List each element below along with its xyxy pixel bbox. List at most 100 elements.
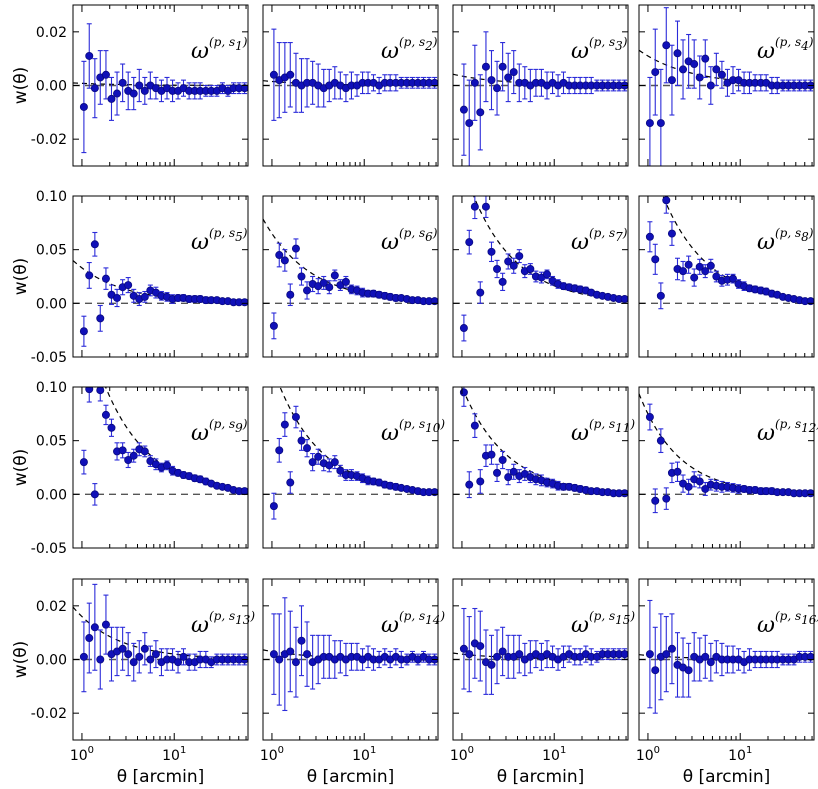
x-tick-label: 100 <box>70 745 94 764</box>
data-point <box>101 70 110 79</box>
data-point <box>662 196 671 205</box>
model-curve <box>639 393 814 494</box>
data-point <box>620 295 628 304</box>
data-point <box>275 251 284 260</box>
data-point <box>297 272 306 281</box>
data-point <box>515 252 524 261</box>
title-superscript: (p, s <box>589 35 615 49</box>
data-point <box>286 478 295 487</box>
data-point <box>101 620 110 629</box>
panel-2: ω(p, s2) <box>262 4 439 167</box>
data-point <box>695 262 704 271</box>
title-omega: ω <box>381 39 399 64</box>
data-point <box>487 450 496 459</box>
data-point <box>476 108 485 117</box>
data-point <box>163 461 172 470</box>
data-point <box>690 60 699 69</box>
plot-area <box>453 196 628 342</box>
data-point <box>481 202 490 211</box>
data-point <box>465 650 474 659</box>
title-subscript: 6 <box>425 230 433 244</box>
title-subscript: 5 <box>235 230 243 244</box>
data-point <box>543 270 552 279</box>
data-point <box>303 650 312 659</box>
title-paren: ) <box>432 35 438 49</box>
data-point <box>729 274 738 283</box>
panel-frame <box>452 386 629 549</box>
data-point <box>667 76 676 85</box>
x-tick-label: 100 <box>260 745 284 764</box>
data-point <box>717 70 726 79</box>
data-point <box>481 62 490 71</box>
data-point <box>498 647 507 656</box>
x-tick-exp: 0 <box>468 745 474 756</box>
panel-frame <box>72 386 249 549</box>
title-superscript: (p, s <box>589 226 615 240</box>
data-point <box>706 261 715 270</box>
panel-frame <box>638 195 815 358</box>
data-point <box>275 446 284 455</box>
title-superscript: (p, s <box>209 417 235 431</box>
panel-title: ω(p, s3) <box>571 35 628 64</box>
title-superscript: (p, s <box>399 35 425 49</box>
data-point <box>509 261 518 270</box>
title-paren: ) <box>242 226 248 240</box>
x-tick-base: 10 <box>260 748 278 764</box>
data-point <box>286 290 295 299</box>
title-superscript: (p, s <box>775 417 801 431</box>
plot-area <box>263 387 438 520</box>
data-point <box>684 482 693 491</box>
plot-area <box>639 7 814 166</box>
y-axis-label: w(θ) <box>11 641 31 679</box>
data-point <box>476 477 485 486</box>
x-tick-label: 100 <box>636 745 660 764</box>
title-subscript: 11 <box>615 421 630 435</box>
data-point <box>79 652 88 661</box>
data-point <box>662 650 671 659</box>
title-paren: ) <box>439 417 445 431</box>
data-point <box>712 65 721 74</box>
panel-4: ω(p, s4) <box>638 4 815 167</box>
title-superscript: (p, s <box>399 226 425 240</box>
data-point <box>662 41 671 50</box>
title-paren: ) <box>432 226 438 240</box>
data-point <box>85 634 94 643</box>
data-point <box>113 293 122 302</box>
title-subscript: 13 <box>235 613 251 627</box>
data-point <box>129 658 138 667</box>
data-point <box>107 94 116 103</box>
title-subscript: 10 <box>425 421 441 435</box>
plot-area <box>263 28 438 121</box>
data-point <box>706 81 715 90</box>
data-point <box>341 277 350 286</box>
y-tick-label: 0.00 <box>36 296 67 312</box>
y-tick-label: -0.05 <box>31 350 67 366</box>
title-subscript: 2 <box>424 39 433 53</box>
panel-3: ω(p, s3) <box>452 4 629 167</box>
title-subscript: 4 <box>800 39 809 53</box>
plot-area <box>263 597 438 712</box>
x-tick-exp: 1 <box>370 745 376 756</box>
title-superscript: (p, s <box>589 609 615 623</box>
data-point <box>493 84 502 93</box>
plot-area <box>73 231 248 347</box>
x-tick-exp: 1 <box>180 745 186 756</box>
y-axis-label: w(θ) <box>11 449 31 487</box>
x-tick-label: 101 <box>352 745 376 764</box>
data-point <box>695 73 704 82</box>
data-point <box>90 623 99 632</box>
data-point <box>620 489 628 498</box>
data-point <box>269 502 278 511</box>
x-tick-exp: 0 <box>88 745 94 756</box>
data-point <box>291 244 300 253</box>
panel-11: ω(p, s11) <box>452 386 635 549</box>
panel-title: ω(p, s4) <box>757 35 814 64</box>
data-point <box>470 202 479 211</box>
y-tick-label: 0.00 <box>36 487 67 503</box>
data-point <box>667 229 676 238</box>
data-point <box>291 658 300 667</box>
panel-title: ω(p, s1) <box>191 35 248 64</box>
title-omega: ω <box>191 39 209 64</box>
title-omega: ω <box>571 613 589 638</box>
data-point <box>701 652 710 661</box>
